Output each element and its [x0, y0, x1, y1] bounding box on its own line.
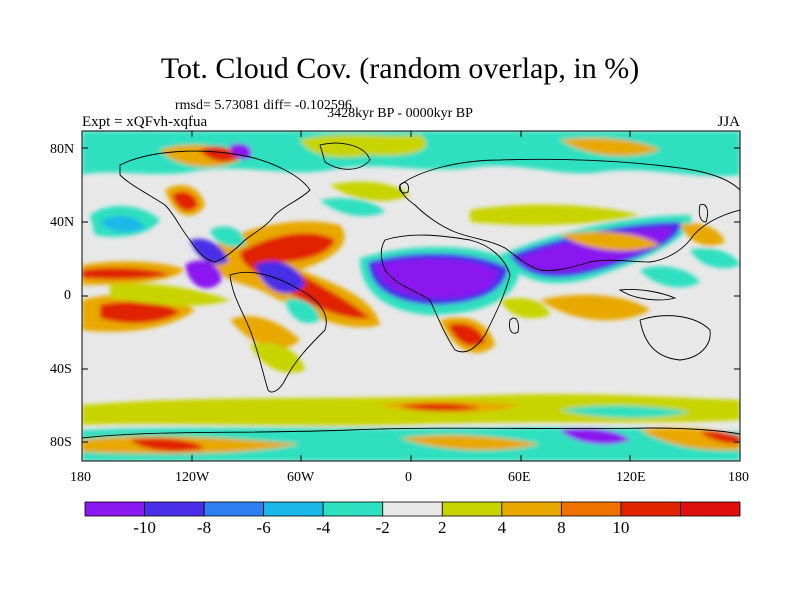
lon-tick-180w: 180 — [70, 470, 91, 485]
colorbar-swatch — [620, 501, 681, 517]
arctic-red — [200, 146, 240, 162]
north-atlantic-yellow — [330, 181, 410, 201]
coast-north-america — [119, 150, 311, 263]
central-america-blue — [190, 238, 228, 265]
southern-ocean-teal — [560, 405, 690, 418]
colorbar-swatch — [203, 501, 265, 517]
experiment-label: Expt = xQFvh-xqfua — [82, 114, 208, 130]
indian-ocean-yellow — [500, 298, 550, 319]
colorbar-label: -2 — [375, 518, 390, 537]
coast-indonesia — [618, 289, 677, 301]
stats-subtitle: rmsd= 5.73081 diff= -0.102596 — [175, 98, 352, 113]
north-pacific-blue — [100, 216, 145, 233]
coast-australia — [639, 315, 711, 361]
colorbar-swatch — [382, 501, 443, 517]
lon-tick-120w: 120W — [175, 470, 210, 485]
lon-tick-60e: 60E — [508, 470, 531, 485]
west-na-red — [172, 191, 198, 211]
south-america-west-yellow — [250, 342, 305, 373]
colorbar — [84, 501, 741, 517]
antarctic-orange-center — [400, 435, 540, 451]
east-asia-yellow — [470, 204, 640, 226]
lat-tick-40s: 40S — [50, 362, 72, 377]
colorbar-label: -8 — [196, 518, 212, 537]
coast-africa — [380, 234, 511, 353]
antarctic-red — [130, 438, 205, 452]
period-subtitle: 3428kyr BP - 0000kyr BP — [327, 106, 473, 121]
colorbar-swatch — [322, 501, 384, 517]
antarctic-red-east — [700, 431, 740, 444]
season-label: JJA — [717, 114, 740, 130]
arctic-orange-right — [560, 138, 660, 156]
lat-tick-80s: 80S — [50, 435, 72, 450]
lat-tick-80n: 80N — [50, 142, 75, 157]
colorbar-swatch — [441, 501, 503, 517]
colorbar-label: -6 — [256, 518, 271, 537]
lon-tick-120e: 120E — [616, 470, 646, 485]
coast-madagascar — [509, 317, 519, 334]
atlantic-red-band — [240, 233, 370, 319]
coast-japan — [698, 203, 709, 223]
colorbar-swatch — [263, 501, 324, 517]
amazon-blue — [255, 261, 305, 294]
sahel-purple — [375, 259, 498, 299]
caribbean-teal — [210, 226, 245, 247]
colorbar-label: -10 — [133, 518, 156, 537]
colorbar-swatch — [501, 501, 562, 517]
colorbar-label: -4 — [316, 518, 331, 537]
colorbar-swatch — [680, 501, 741, 517]
lon-tick-0: 0 — [405, 470, 412, 485]
arctic-purple — [230, 143, 252, 160]
south-america-teal — [285, 298, 320, 324]
lat-tick-0: 0 — [64, 288, 71, 303]
maritime-continent-teal — [640, 266, 700, 288]
west-pacific-orange — [680, 223, 725, 246]
central-america-purple — [185, 260, 222, 289]
antarctic-purple — [560, 428, 630, 445]
colorbar-swatch — [84, 501, 145, 517]
southern-ocean-red — [400, 403, 480, 411]
coast-uk — [399, 182, 409, 194]
west-pacific-teal — [690, 248, 740, 269]
colorbar-label: 4 — [497, 518, 507, 537]
colorbar-swatch — [144, 501, 205, 517]
coast-eurasia — [399, 158, 740, 271]
colorbar-label: 2 — [438, 518, 447, 537]
lon-tick-60w: 60W — [287, 470, 315, 485]
map-title: Tot. Cloud Cov. (random overlap, in %) — [160, 52, 640, 85]
colorbar-swatch — [560, 501, 622, 517]
lon-tick-180e: 180 — [728, 470, 749, 485]
coast-antarctica — [82, 427, 740, 439]
east-asia-orange — [560, 231, 660, 251]
lat-tick-40n: 40N — [50, 215, 75, 230]
arctic-yellow — [300, 134, 427, 158]
coastlines — [82, 142, 740, 439]
lon-tick-marks — [191, 131, 631, 461]
south-pacific-red — [100, 301, 180, 324]
lat-tick-marks — [82, 147, 740, 443]
coast-greenland — [319, 142, 371, 170]
southern-africa-red — [448, 323, 485, 346]
equatorial-yellow — [110, 283, 230, 306]
indian-ocean-orange — [540, 294, 650, 321]
anomaly-field — [82, 131, 740, 461]
colorbar-label: 10 — [612, 518, 630, 537]
tropical-pacific-red-strip — [82, 267, 170, 280]
colorbar-label: 8 — [557, 518, 566, 537]
north-atlantic-teal — [320, 198, 385, 216]
coast-south-america — [229, 271, 327, 393]
